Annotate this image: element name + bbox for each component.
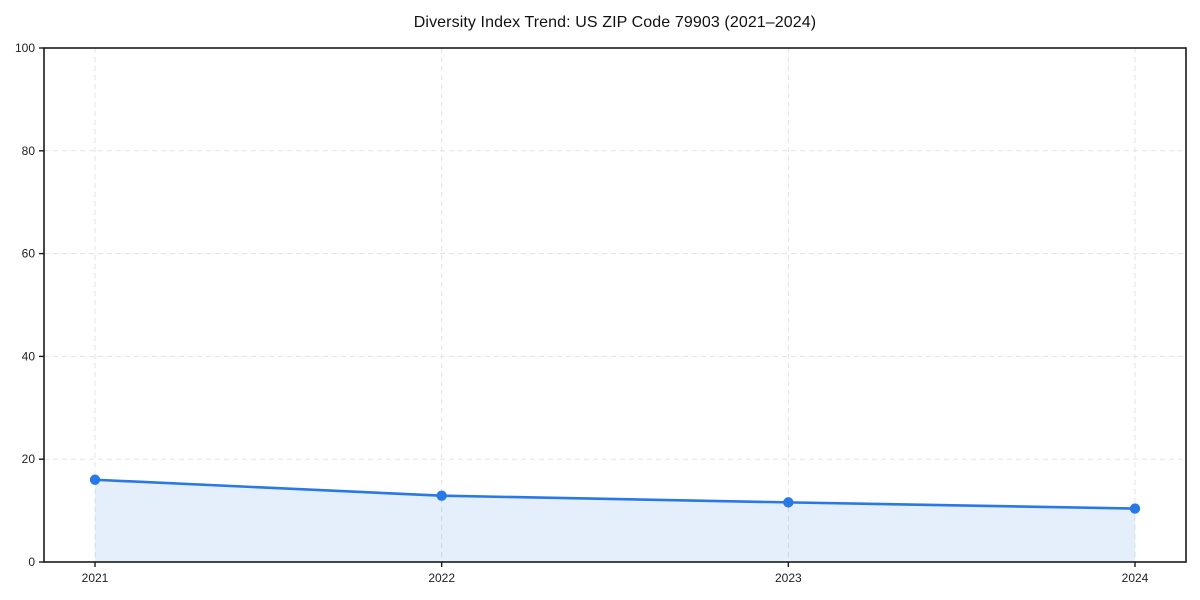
x-tick-label: 2024 xyxy=(1122,571,1149,585)
x-tick-label: 2023 xyxy=(775,571,802,585)
data-point-marker xyxy=(436,490,447,501)
x-tick-label: 2021 xyxy=(82,571,109,585)
area-fill xyxy=(95,479,1135,562)
y-tick-label: 40 xyxy=(22,349,36,363)
x-tick-label: 2022 xyxy=(428,571,455,585)
data-point-marker xyxy=(1129,503,1141,514)
y-tick-label: 20 xyxy=(22,452,36,466)
trend-line xyxy=(93,478,1137,510)
y-tick-label: 100 xyxy=(15,41,35,55)
y-tick-label: 60 xyxy=(22,247,36,261)
data-point-marker xyxy=(783,497,794,508)
chart-title: Diversity Index Trend: US ZIP Code 79903… xyxy=(413,14,817,31)
plot-border xyxy=(43,47,1187,563)
y-tick-label: 0 xyxy=(28,555,35,569)
y-tick-label: 80 xyxy=(22,144,36,158)
data-point-marker xyxy=(89,474,101,485)
